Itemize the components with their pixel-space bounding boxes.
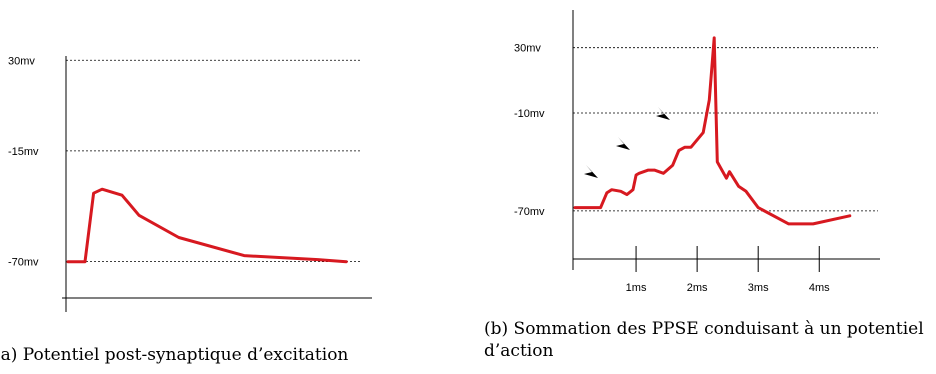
chart-a-series: [66, 187, 348, 264]
arrowhead-icon: [584, 165, 598, 178]
chart-b-x-tick-label: 1ms: [626, 282, 647, 294]
chart-b-series: [573, 36, 852, 226]
chart-a-y-tick-label: 30mv: [8, 55, 35, 67]
chart-a-y-tick-labels: 30mv -15mv -70mv: [8, 55, 39, 268]
arrowhead-icon: [616, 137, 630, 150]
chart-b-x-ticks: 1ms 2ms 3ms 4ms: [626, 246, 830, 294]
chart-a-epsp: 30mv -15mv -70mv: [8, 55, 372, 312]
caption-b: (b) Sommation des PPSE conduisant à un p…: [484, 319, 924, 361]
chart-b-x-tick-label: 2ms: [687, 282, 708, 294]
chart-b-epsp-summation: 1ms 2ms 3ms 4ms 30mv -10mv -70mv: [514, 10, 880, 294]
chart-b-x-tick-label: 3ms: [748, 282, 769, 294]
chart-a-y-tick-label: -15mv: [8, 146, 39, 158]
chart-a-gridlines: [66, 59, 362, 263]
chart-b-y-tick-labels: 30mv -10mv -70mv: [514, 43, 545, 218]
chart-a-series-line: [66, 187, 348, 264]
arrowhead-icon: [656, 107, 670, 120]
chart-b-y-tick-label: -10mv: [514, 108, 545, 120]
chart-a-y-tick-label: -70mv: [8, 257, 39, 269]
chart-b-y-tick-label: -70mv: [514, 206, 545, 218]
chart-b-y-tick-label: 30mv: [514, 43, 541, 55]
chart-b-annotations: [584, 107, 670, 178]
chart-b-gridlines: [573, 47, 878, 212]
chart-b-x-tick-label: 4ms: [809, 282, 830, 294]
caption-a: (a) Potentiel post-synaptique d’excitati…: [0, 345, 349, 365]
chart-b-series-line: [573, 36, 852, 226]
